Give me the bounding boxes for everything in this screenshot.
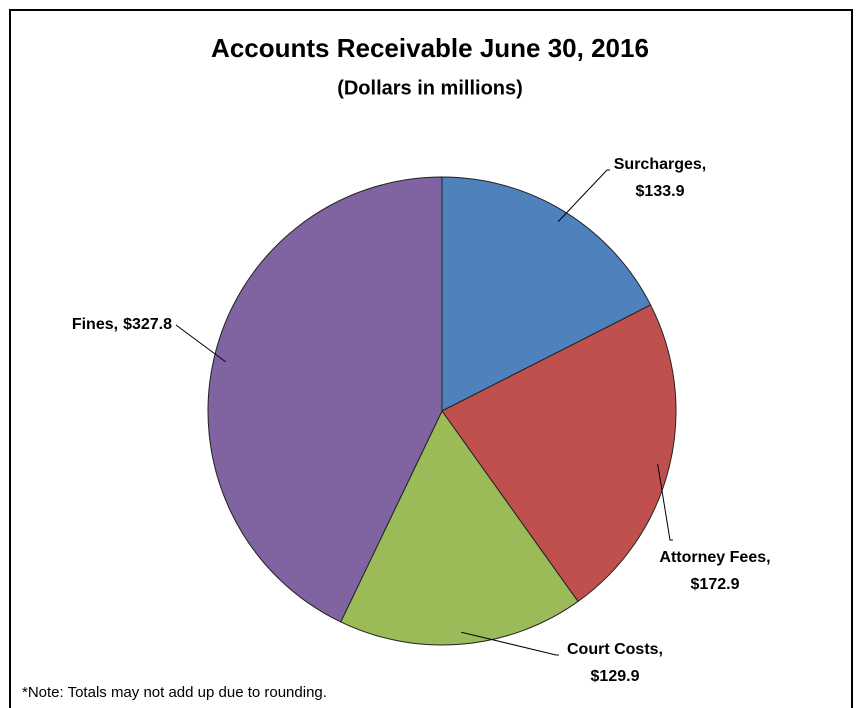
slice-label: Fines, <box>72 316 118 333</box>
slice-label: Attorney Fees, <box>659 549 770 566</box>
slice-value-label: $129.9 <box>591 668 640 685</box>
slice-value-label: $327.8 <box>123 316 172 333</box>
slice-label: Surcharges, <box>614 156 706 173</box>
note: *Note: Totals may not add up due to roun… <box>22 684 327 701</box>
pie-slice <box>441 176 652 412</box>
pie-slice <box>340 410 579 646</box>
leader-line <box>461 631 559 656</box>
pie-slice <box>441 304 677 603</box>
chart-frame <box>9 9 853 708</box>
pie-slice <box>207 176 443 623</box>
leader-line <box>557 169 610 223</box>
slice-value-label: $172.9 <box>691 576 740 593</box>
slice-value-label: $133.9 <box>636 183 685 200</box>
slice-label-group: Fines, $327.8 <box>72 316 172 333</box>
chart-title: Accounts Receivable June 30, 2016 <box>211 33 649 63</box>
slice-label: Court Costs, <box>567 641 663 658</box>
leader-line <box>657 463 673 541</box>
leader-line <box>175 324 226 363</box>
chart-subtitle: (Dollars in millions) <box>337 77 523 99</box>
